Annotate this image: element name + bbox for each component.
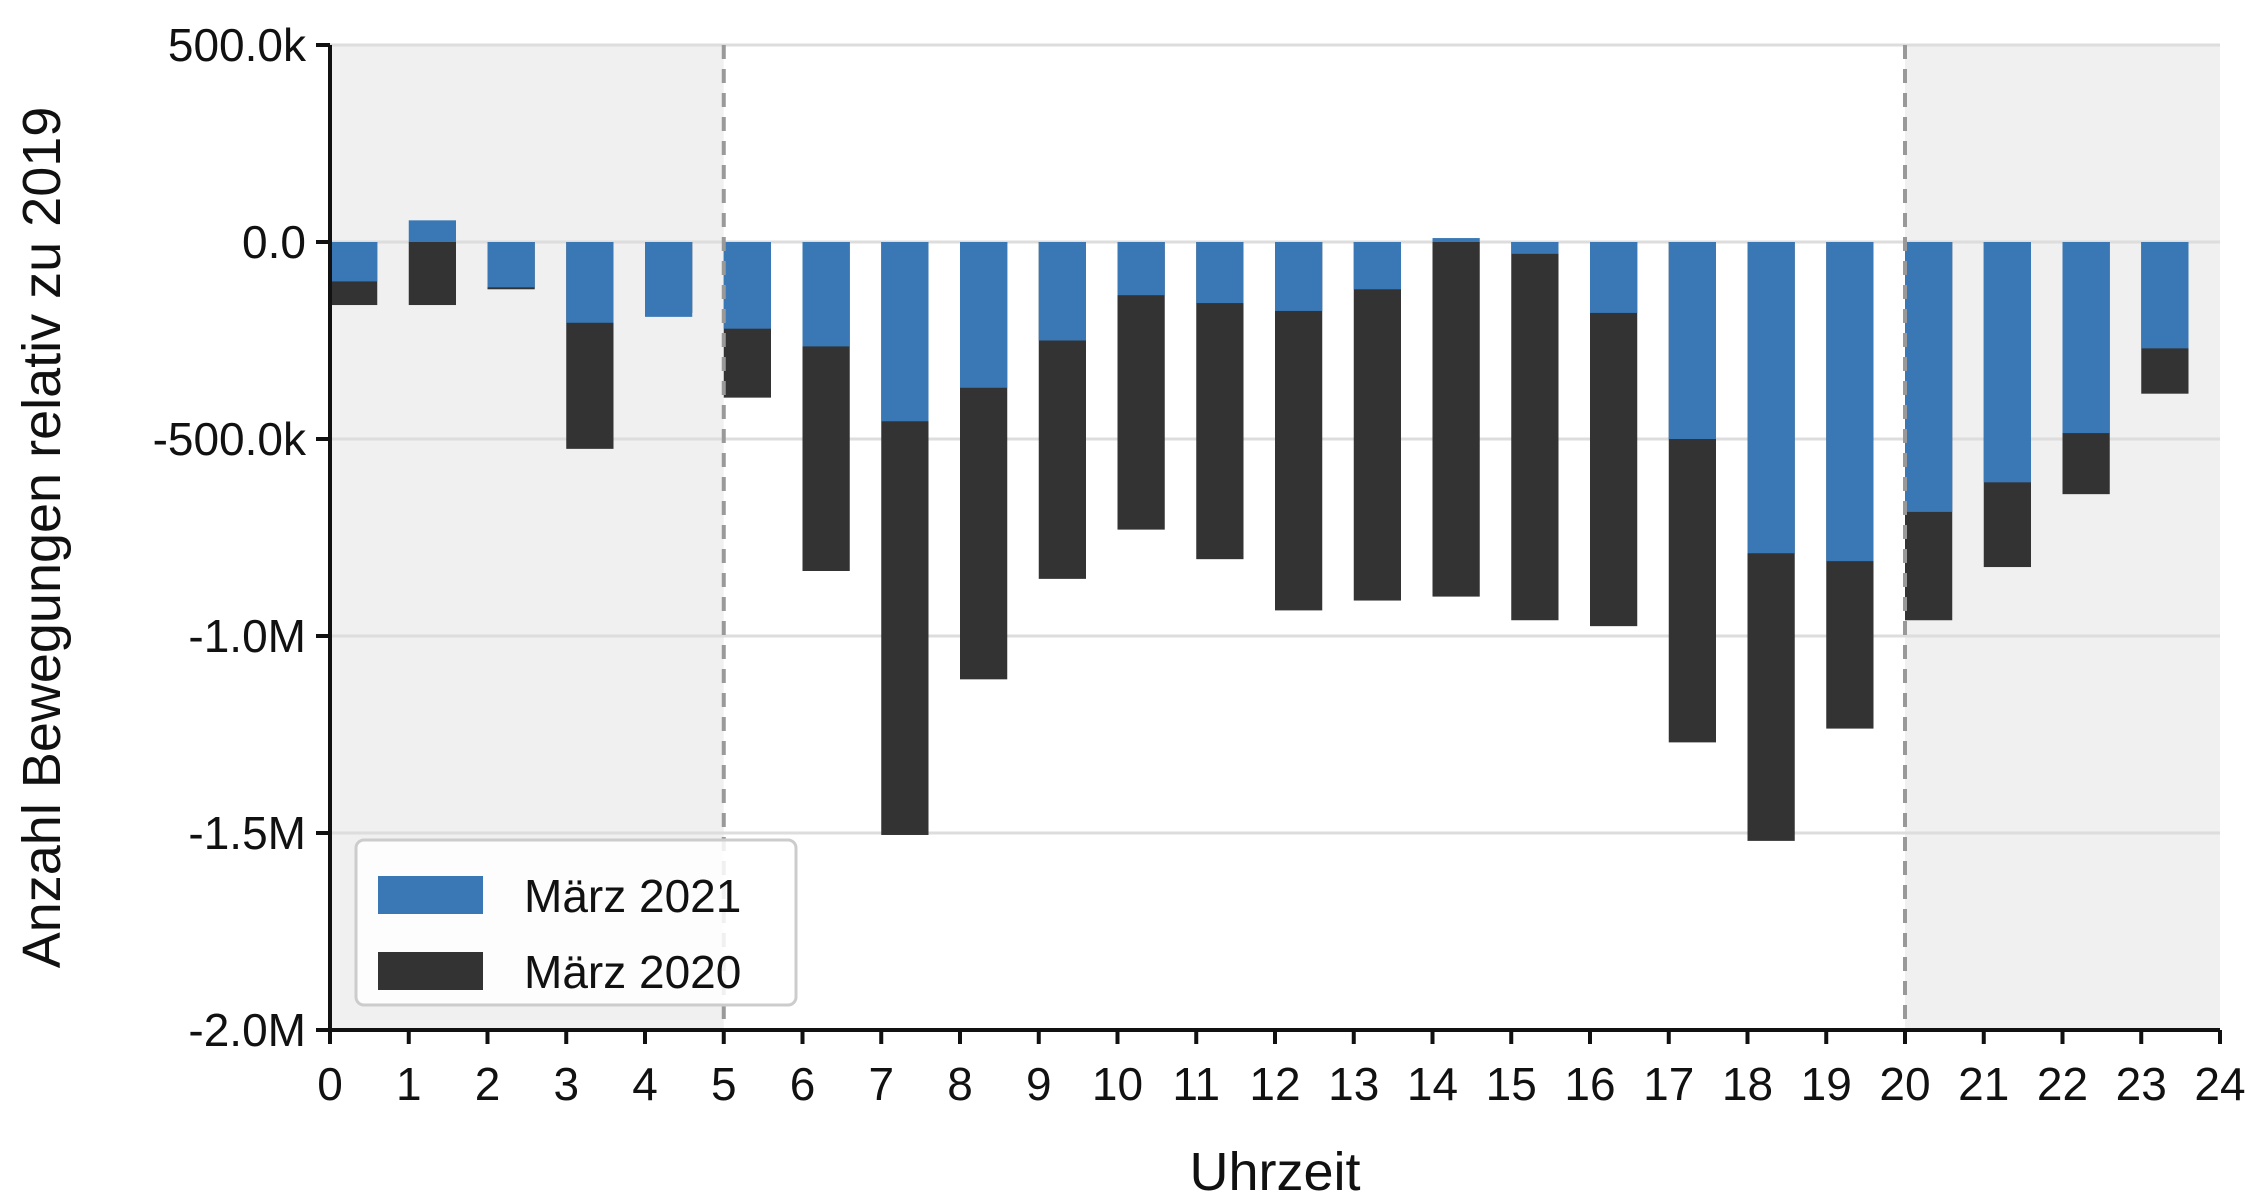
y-axis-title: Anzahl Bewegungen relativ zu 2019 — [12, 107, 72, 969]
x-tick-label: 3 — [553, 1058, 579, 1110]
bar-maerz-2020-h15 — [1511, 242, 1559, 621]
y-tick-label: -1.0M — [188, 610, 306, 662]
bar-maerz-2021-h6 — [802, 242, 850, 347]
x-tick-label: 13 — [1328, 1058, 1379, 1110]
x-tick-label: 16 — [1564, 1058, 1615, 1110]
bar-maerz-2020-h14 — [1432, 242, 1480, 597]
x-tick-label: 15 — [1486, 1058, 1537, 1110]
x-tick-label: 24 — [2194, 1058, 2245, 1110]
legend-swatch-maerz-2021 — [378, 876, 483, 914]
legend-swatch-maerz-2020 — [378, 952, 483, 990]
x-tick-label: 20 — [1879, 1058, 1930, 1110]
x-tick-label: 18 — [1722, 1058, 1773, 1110]
y-tick-label: -500.0k — [153, 413, 307, 465]
bar-maerz-2021-h1 — [408, 220, 456, 242]
x-tick-label: 12 — [1249, 1058, 1300, 1110]
y-tick-label: 0.0 — [242, 216, 306, 268]
bar-maerz-2021-h20 — [1905, 242, 1953, 512]
bar-maerz-2021-h11 — [1196, 242, 1244, 304]
bar-maerz-2021-h18 — [1747, 242, 1795, 554]
x-tick-label: 8 — [947, 1058, 973, 1110]
bar-maerz-2020-h1 — [408, 242, 456, 306]
x-tick-label: 5 — [711, 1058, 737, 1110]
bars — [330, 220, 2189, 841]
x-tick-label: 17 — [1643, 1058, 1694, 1110]
bar-maerz-2021-h2 — [487, 242, 535, 288]
bar-maerz-2021-h7 — [881, 242, 929, 422]
legend-label-maerz-2021: März 2021 — [524, 870, 741, 922]
bar-maerz-2021-h16 — [1590, 242, 1638, 313]
x-tick-label: 7 — [868, 1058, 894, 1110]
bar-maerz-2021-h5 — [723, 242, 771, 329]
shaded-region-1 — [1905, 45, 2220, 1030]
bar-maerz-2021-h19 — [1826, 242, 1874, 562]
bar-maerz-2021-h4 — [645, 242, 693, 317]
x-tick-label: 2 — [475, 1058, 501, 1110]
bar-maerz-2021-h3 — [566, 242, 614, 323]
bar-maerz-2021-h15 — [1511, 242, 1559, 254]
x-tick-label: 1 — [396, 1058, 422, 1110]
y-tick-label: -1.5M — [188, 807, 306, 859]
bar-maerz-2021-h17 — [1668, 242, 1716, 439]
bar-maerz-2021-h14 — [1432, 238, 1480, 242]
x-tick-label: 11 — [1172, 1058, 1220, 1110]
x-tick-label: 6 — [790, 1058, 816, 1110]
y-tick-label: 500.0k — [168, 19, 307, 71]
bar-maerz-2020-h13 — [1353, 242, 1401, 601]
bar-maerz-2021-h13 — [1353, 242, 1401, 290]
legend: März 2021 März 2020 — [354, 838, 798, 1007]
bar-maerz-2021-h21 — [1983, 242, 2031, 483]
tick-labels: 500.0k0.0-500.0k-1.0M-1.5M-2.0M0 1 2 3 4 5 6 7 8… — [153, 19, 2246, 1110]
bar-maerz-2021-h10 — [1117, 242, 1165, 296]
x-tick-label: 4 — [632, 1058, 658, 1110]
bar-maerz-2021-h22 — [2062, 242, 2110, 434]
x-tick-label: 0 — [317, 1058, 343, 1110]
x-tick-label: 10 — [1092, 1058, 1143, 1110]
x-axis-title: Uhrzeit — [1189, 1142, 1360, 1202]
x-tick-label: 21 — [1958, 1058, 2009, 1110]
x-tick-label: 23 — [2116, 1058, 2167, 1110]
x-tick-label: 14 — [1407, 1058, 1458, 1110]
x-tick-label: 22 — [2037, 1058, 2088, 1110]
bar-maerz-2021-h9 — [1038, 242, 1086, 341]
bar-maerz-2021-h8 — [960, 242, 1008, 388]
axes — [316, 43, 2222, 1044]
bar-maerz-2021-h12 — [1275, 242, 1323, 311]
x-tick-label: 9 — [1026, 1058, 1052, 1110]
x-tick-label: 19 — [1801, 1058, 1852, 1110]
bar-maerz-2021-h0 — [330, 242, 378, 282]
legend-label-maerz-2020: März 2020 — [524, 946, 741, 998]
y-tick-label: -2.0M — [188, 1004, 306, 1056]
bar-maerz-2021-h23 — [2141, 242, 2189, 349]
